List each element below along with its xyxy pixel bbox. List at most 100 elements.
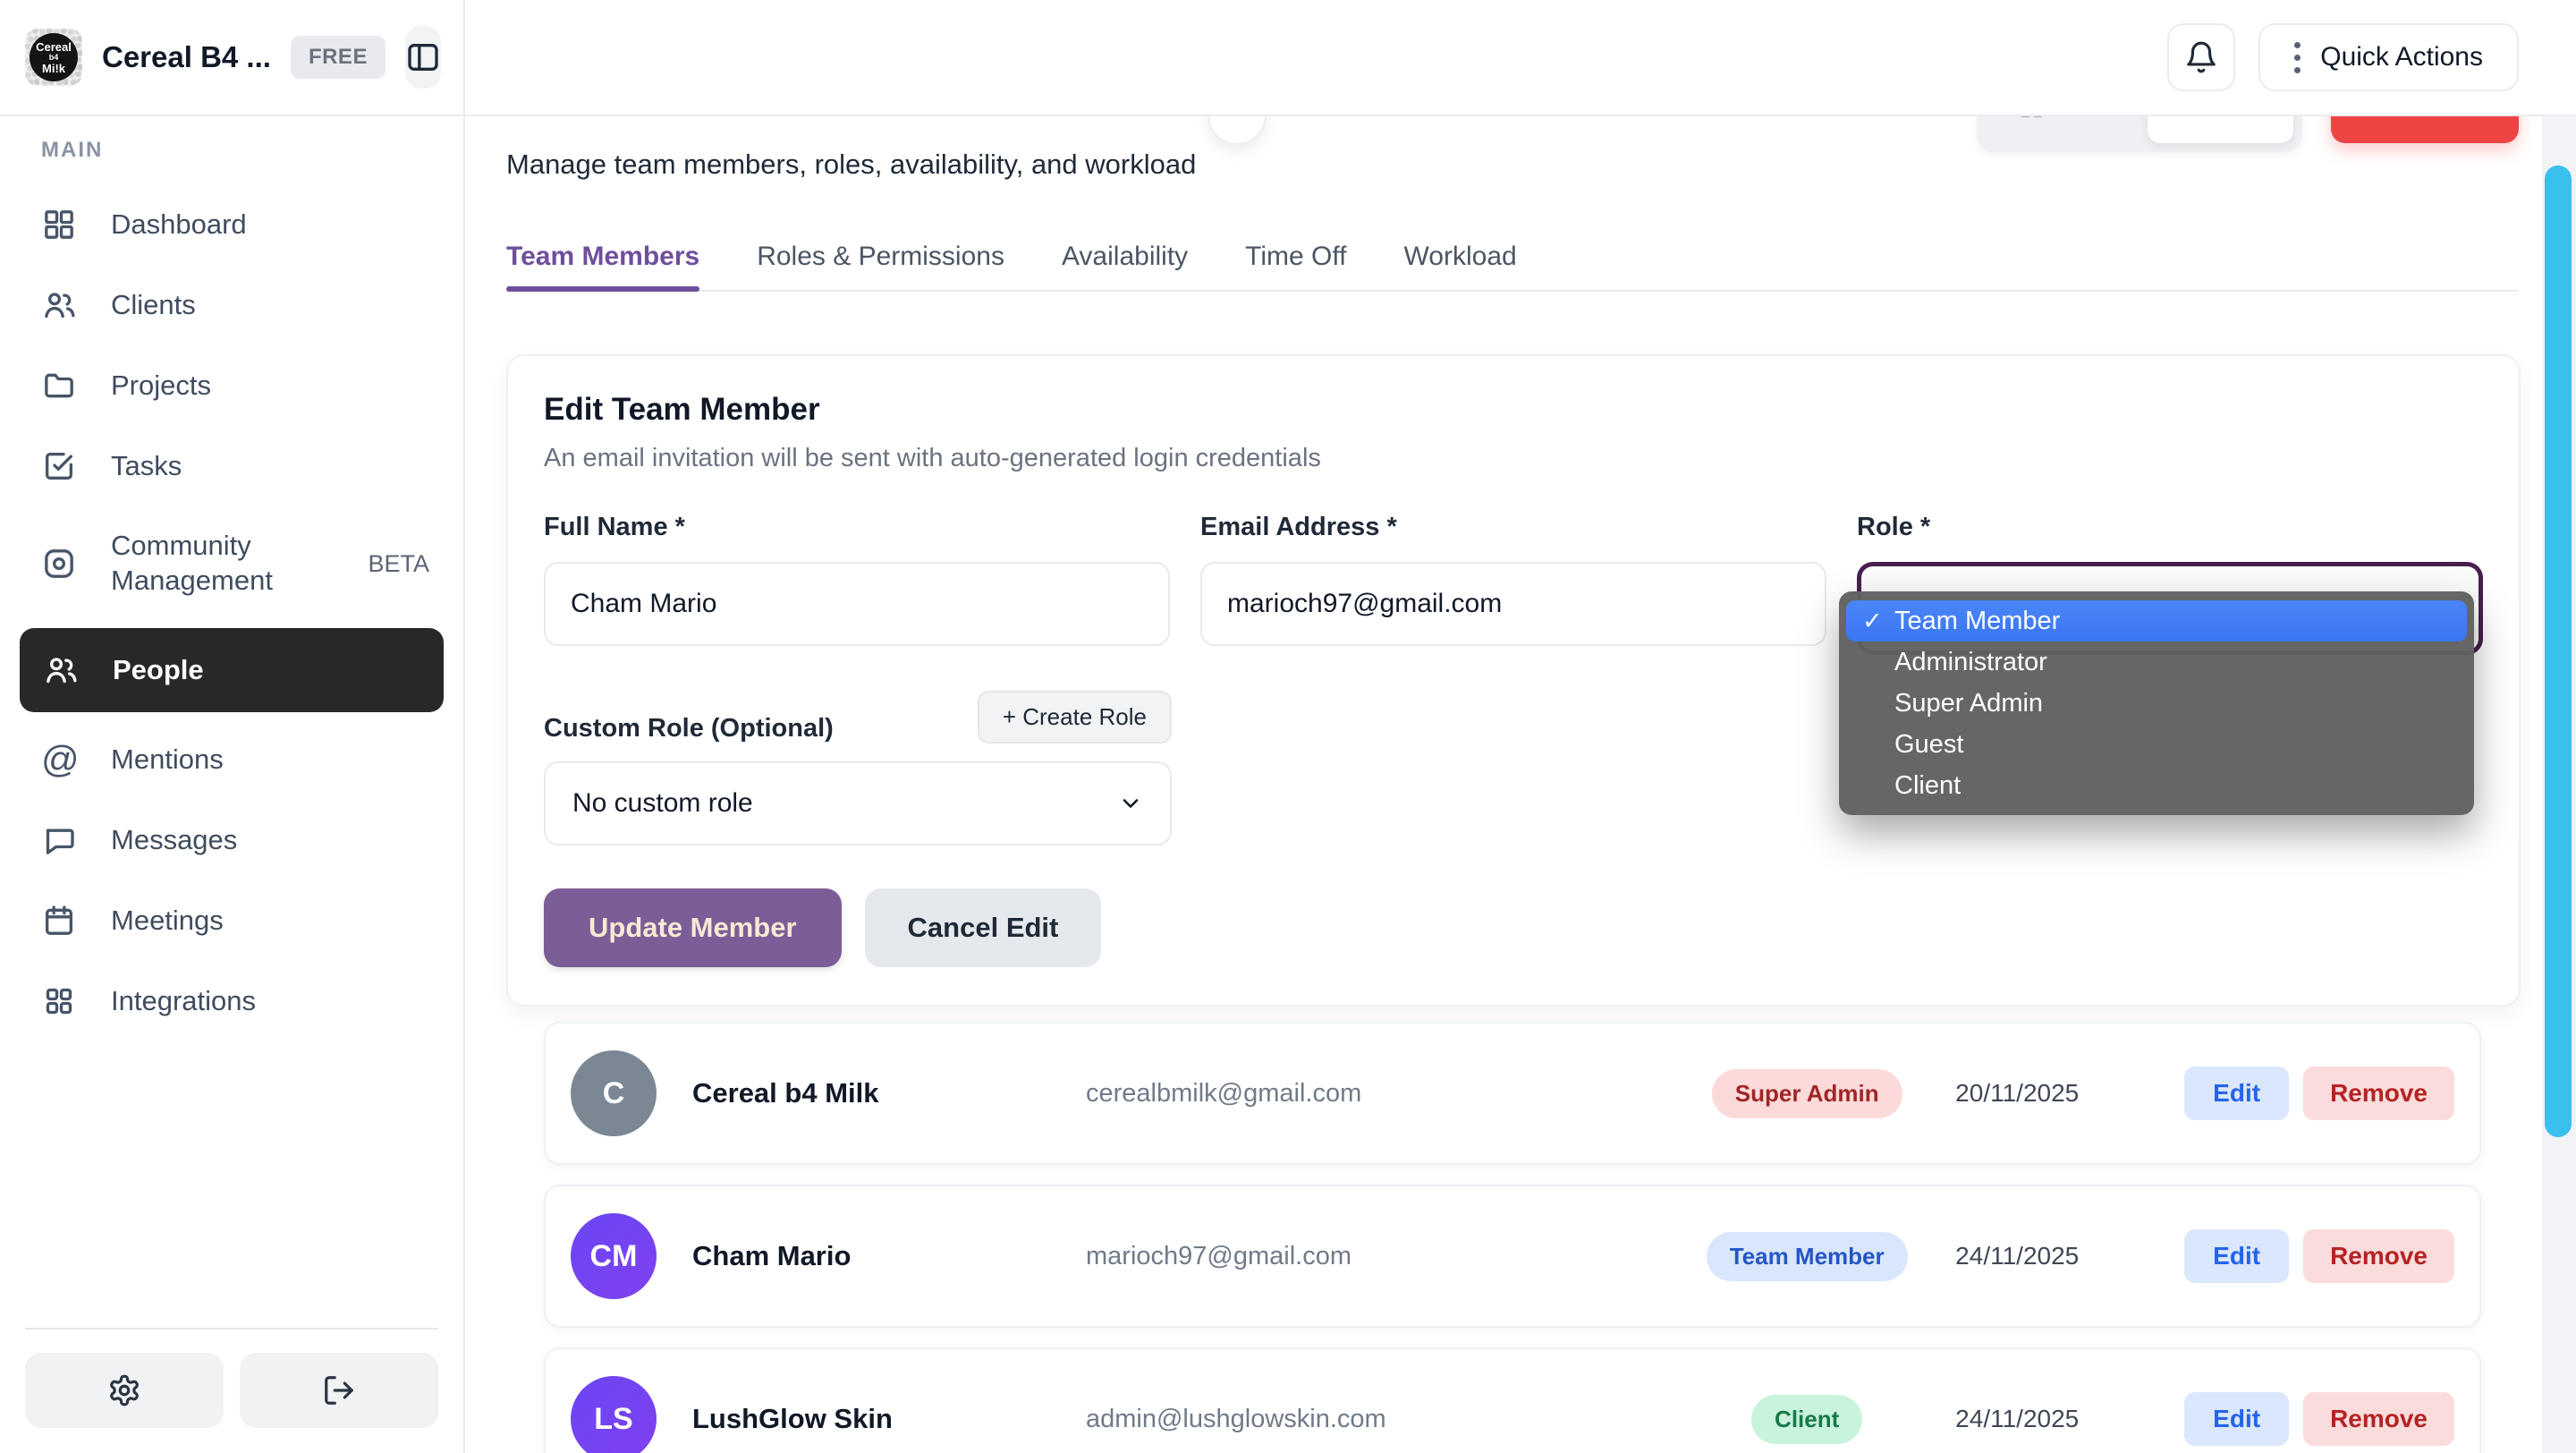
chevron-down-icon: [1118, 791, 1143, 816]
role-option-administrator[interactable]: Administrator: [1846, 642, 2467, 683]
tab-team-members[interactable]: Team Members: [506, 224, 700, 292]
sidebar-item-label: Mentions: [111, 743, 224, 775]
member-name: Cham Mario: [692, 1240, 852, 1271]
plan-badge: FREE: [290, 36, 386, 79]
checkmark-icon: ✓: [1862, 608, 1883, 634]
member-date: 20/11/2025: [1955, 1079, 2080, 1107]
sidebar-item-label: Messages: [111, 823, 238, 855]
logo-line2: b4: [48, 52, 59, 62]
avatar: CM: [571, 1213, 657, 1299]
remove-member-button[interactable]: Remove: [2303, 1066, 2454, 1120]
sidebar-item-label: People: [113, 653, 204, 685]
task-check-icon: [41, 448, 77, 484]
settings-button[interactable]: [25, 1353, 224, 1428]
edit-form: Full Name * Email Address * Role *: [544, 513, 2483, 815]
custom-role-label: Custom Role (Optional): [544, 714, 834, 743]
kebab-icon: [2294, 41, 2301, 73]
calendar-icon: [41, 903, 77, 939]
sidebar-item-label: Community Management: [111, 530, 273, 596]
member-name: Cereal b4 Milk: [692, 1077, 879, 1109]
sidebar-item-tasks[interactable]: Tasks: [0, 426, 463, 506]
sidebar-item-meetings[interactable]: Meetings: [0, 880, 463, 961]
sidebar-section-label: MAIN: [41, 138, 104, 162]
role-option-client[interactable]: Client: [1846, 765, 2467, 806]
quick-actions-label: Quick Actions: [2320, 42, 2483, 72]
sidebar-item-label: Dashboard: [111, 208, 247, 240]
notifications-button[interactable]: [2167, 23, 2236, 91]
email-label: Email Address *: [1200, 513, 1397, 541]
role-option-label: Team Member: [1894, 607, 2061, 635]
role-option-label: Client: [1894, 771, 1962, 800]
custom-role-value: No custom role: [572, 788, 753, 818]
edit-member-button[interactable]: Edit: [2184, 1066, 2290, 1120]
top-header: Quick Actions: [465, 0, 2576, 116]
role-badge: Team Member: [1706, 1231, 1908, 1281]
tab-workload[interactable]: Workload: [1403, 242, 1517, 271]
main-content: Grid List Cancel Manage team members, ro…: [465, 57, 2576, 1453]
remove-member-button[interactable]: Remove: [2303, 1229, 2454, 1283]
table-row: LS LushGlow Skin admin@lushglowskin.com …: [544, 1347, 2481, 1453]
tab-bar: Team Members Roles & Permissions Availab…: [506, 224, 2519, 292]
edit-member-button[interactable]: Edit: [2184, 1229, 2290, 1283]
sidebar-item-label: Clients: [111, 288, 196, 320]
sidebar-nav: Dashboard Clients Projects: [0, 184, 463, 1041]
bell-icon: [2184, 40, 2218, 74]
create-role-button[interactable]: + Create Role: [977, 691, 1172, 743]
edit-member-button[interactable]: Edit: [2184, 1392, 2290, 1446]
avatar: C: [571, 1050, 657, 1136]
member-email: cerealbmilk@gmail.com: [1086, 1078, 1362, 1108]
sidebar-item-label: Projects: [111, 369, 211, 401]
quick-actions-button[interactable]: Quick Actions: [2258, 23, 2519, 91]
scrollbar-track[interactable]: [2542, 116, 2576, 1453]
page-subtitle: Manage team members, roles, availability…: [506, 149, 1197, 180]
update-member-button[interactable]: Update Member: [544, 888, 842, 967]
logout-button[interactable]: [240, 1353, 438, 1428]
email-input[interactable]: [1200, 562, 1826, 646]
role-option-super-admin[interactable]: Super Admin: [1846, 683, 2467, 724]
dashboard-icon: [41, 207, 77, 242]
full-name-field-group: Full Name *: [544, 513, 1170, 655]
scrollbar-thumb[interactable]: [2545, 166, 2572, 1137]
tab-time-off[interactable]: Time Off: [1245, 242, 1347, 271]
cancel-edit-button[interactable]: Cancel Edit: [864, 888, 1102, 967]
integrations-icon: [41, 983, 77, 1019]
role-dropdown-menu: ✓ Team Member Administrator Super Admin …: [1839, 591, 2474, 815]
edit-team-member-card: Edit Team Member An email invitation wil…: [506, 354, 2521, 1007]
sidebar-item-people[interactable]: People: [20, 628, 444, 712]
tab-roles-permissions[interactable]: Roles & Permissions: [757, 242, 1004, 271]
full-name-input[interactable]: [544, 562, 1170, 646]
member-email: admin@lushglowskin.com: [1086, 1404, 1386, 1433]
sidebar-item-projects[interactable]: Projects: [0, 345, 463, 426]
mention-at-icon: @: [41, 738, 80, 780]
sidebar-item-integrations[interactable]: Integrations: [0, 961, 463, 1041]
role-option-team-member[interactable]: ✓ Team Member: [1846, 600, 2467, 642]
sidebar-item-clients[interactable]: Clients: [0, 265, 463, 345]
member-name: LushGlow Skin: [692, 1403, 893, 1434]
custom-role-group: Custom Role (Optional) + Create Role No …: [544, 691, 1172, 845]
workspace-title: Cereal B4 ...: [102, 40, 271, 73]
panel-toggle-icon: [405, 39, 441, 75]
users-icon: [41, 287, 77, 323]
gear-icon: [107, 1373, 141, 1407]
sidebar-item-messages[interactable]: Messages: [0, 800, 463, 880]
logo-line3: Mi!k: [42, 61, 65, 75]
email-field-group: Email Address *: [1200, 513, 1826, 655]
workspace-logo-badge: Cereal b4 Mi!k: [30, 33, 78, 81]
sidebar-item-dashboard[interactable]: Dashboard: [0, 184, 463, 265]
beta-badge: BETA: [368, 549, 429, 577]
tab-availability[interactable]: Availability: [1061, 242, 1189, 271]
full-name-label: Full Name *: [544, 513, 685, 541]
people-icon: [43, 652, 79, 688]
sidebar-collapse-button[interactable]: [404, 26, 441, 89]
role-option-guest[interactable]: Guest: [1846, 724, 2467, 765]
avatar: LS: [571, 1376, 657, 1453]
table-row: CM Cham Mario marioch97@gmail.com Team M…: [544, 1185, 2481, 1328]
sidebar-header: Cereal b4 Mi!k Cereal B4 ... FREE: [0, 0, 465, 116]
sidebar-item-mentions[interactable]: @ Mentions: [0, 719, 463, 800]
sidebar-item-community-management[interactable]: Community Management BETA: [0, 506, 463, 621]
sidebar-item-label: Tasks: [111, 449, 182, 481]
remove-member-button[interactable]: Remove: [2303, 1392, 2454, 1446]
workspace-logo: Cereal b4 Mi!k: [25, 29, 82, 86]
custom-role-select[interactable]: No custom role: [544, 761, 1172, 845]
